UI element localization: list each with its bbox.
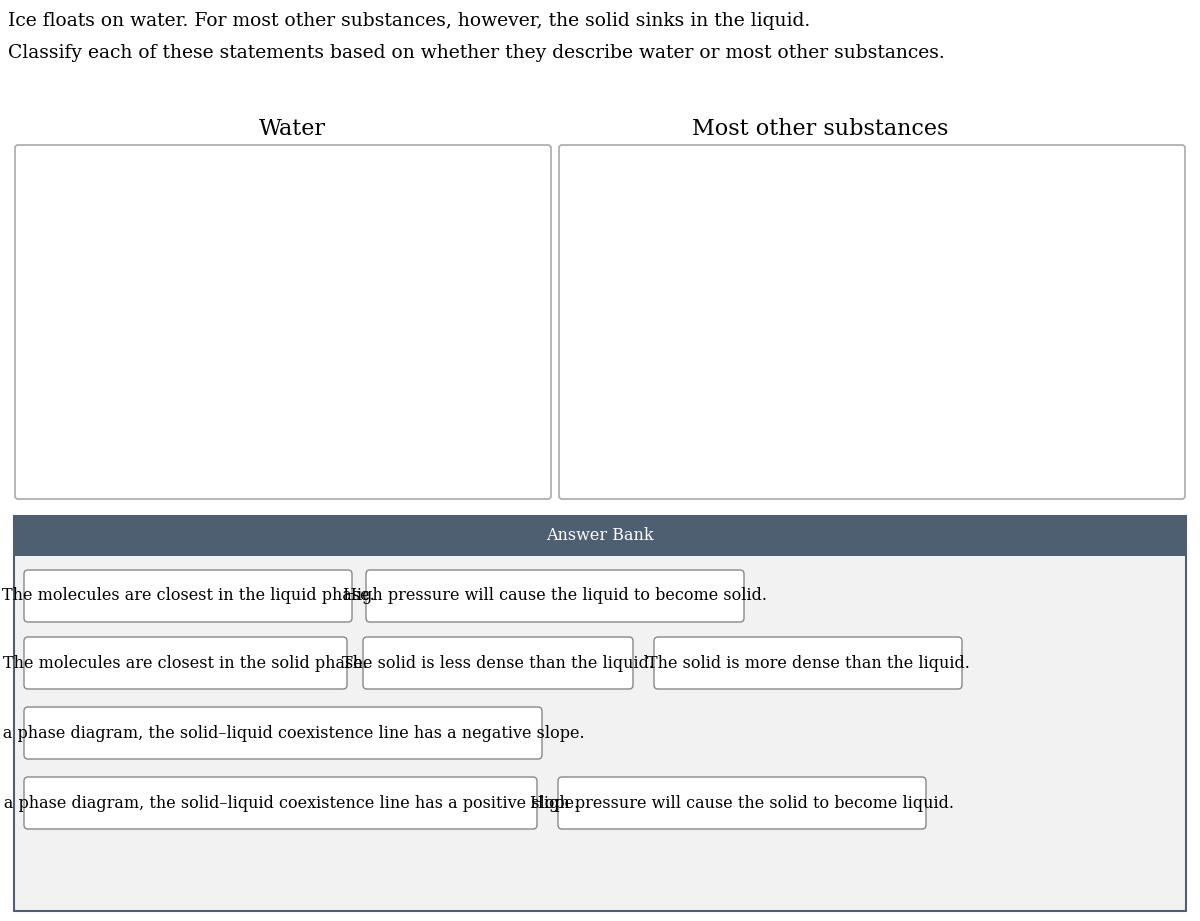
FancyBboxPatch shape	[559, 145, 1186, 499]
FancyBboxPatch shape	[24, 570, 352, 622]
Text: In a phase diagram, the solid–liquid coexistence line has a negative slope.: In a phase diagram, the solid–liquid coe…	[0, 725, 584, 741]
Bar	[14, 516, 1186, 911]
Text: The solid is less dense than the liquid.: The solid is less dense than the liquid.	[342, 655, 654, 671]
Text: Answer Bank: Answer Bank	[546, 528, 654, 544]
FancyBboxPatch shape	[558, 777, 926, 829]
FancyBboxPatch shape	[14, 145, 551, 499]
FancyBboxPatch shape	[364, 637, 634, 689]
Text: Most other substances: Most other substances	[692, 118, 948, 140]
Text: The molecules are closest in the solid phase.: The molecules are closest in the solid p…	[4, 655, 368, 671]
Text: The solid is more dense than the liquid.: The solid is more dense than the liquid.	[647, 655, 970, 671]
Bar	[14, 516, 1186, 556]
Text: In a phase diagram, the solid–liquid coexistence line has a positive slope.: In a phase diagram, the solid–liquid coe…	[0, 795, 580, 811]
Text: Classify each of these statements based on whether they describe water or most o: Classify each of these statements based …	[8, 44, 944, 62]
Text: High pressure will cause the liquid to become solid.: High pressure will cause the liquid to b…	[343, 588, 767, 604]
FancyBboxPatch shape	[24, 777, 538, 829]
FancyBboxPatch shape	[366, 570, 744, 622]
FancyBboxPatch shape	[654, 637, 962, 689]
Text: The molecules are closest in the liquid phase.: The molecules are closest in the liquid …	[1, 588, 374, 604]
Text: High pressure will cause the solid to become liquid.: High pressure will cause the solid to be…	[530, 795, 954, 811]
Text: Ice floats on water. For most other substances, however, the solid sinks in the : Ice floats on water. For most other subs…	[8, 12, 810, 30]
Text: Water: Water	[258, 118, 325, 140]
FancyBboxPatch shape	[24, 637, 347, 689]
FancyBboxPatch shape	[24, 707, 542, 759]
